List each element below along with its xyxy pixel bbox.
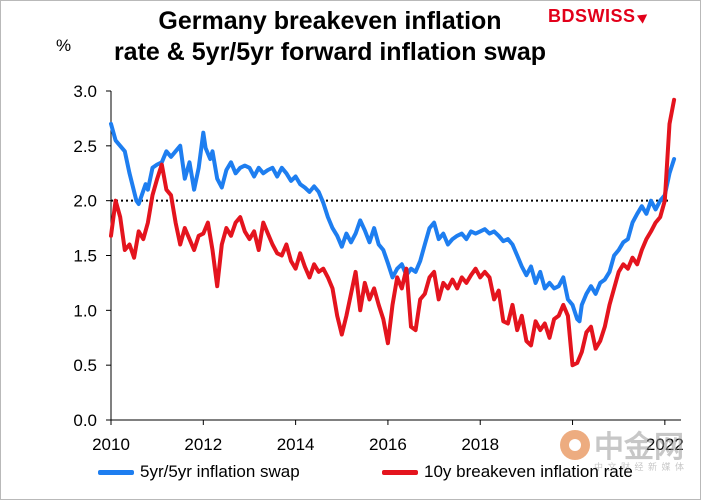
y-tick-label: 0.0 [73, 411, 97, 430]
x-tick-label: 2014 [277, 435, 315, 454]
y-tick-label: 1.5 [73, 247, 97, 266]
x-tick-label: 2010 [92, 435, 130, 454]
x-tick-label: 2018 [461, 435, 499, 454]
legend-label-breakeven: 10y breakeven inflation rate [424, 462, 633, 481]
brand-logo-text: BDSWISS [548, 6, 636, 26]
chart-title-line-2: rate & 5yr/5yr forward inflation swap [113, 38, 547, 66]
legend-swatch-breakeven [382, 469, 418, 475]
gold-coin-logo-icon [560, 430, 590, 460]
chart-title-line-1: Germany breakeven inflation [158, 7, 502, 35]
series-line-breakeven [109, 97, 677, 368]
x-tick-label: 2022 [646, 435, 684, 454]
brand-logo: BDSWISS [548, 6, 650, 27]
series-line-swap [109, 121, 677, 324]
y-tick-label: 0.5 [73, 356, 97, 375]
legend-label-swap: 5yr/5yr inflation swap [140, 462, 300, 481]
y-tick-label: 1.0 [73, 301, 97, 320]
legend-swatch-swap [98, 469, 134, 475]
watermark-text: 中金网 [594, 430, 684, 465]
legend-item-swap: 5yr/5yr inflation swap [98, 462, 300, 482]
x-tick-label: 2016 [369, 435, 407, 454]
y-tick-label: 3.0 [73, 82, 97, 101]
y-tick-label: 2.5 [73, 137, 97, 156]
x-tick-label: 2012 [184, 435, 222, 454]
chart-title: Germany breakeven inflation rate & 5yr/5… [60, 6, 600, 68]
legend-item-breakeven: 10y breakeven inflation rate [382, 462, 633, 482]
watermark: 中金网 中 文 财 经 新 媒 体 [558, 424, 688, 488]
y-tick-label: 2.0 [73, 192, 97, 211]
y-axis-unit: % [56, 36, 72, 55]
watermark-subtext: 中 文 财 经 新 媒 体 [594, 462, 686, 472]
